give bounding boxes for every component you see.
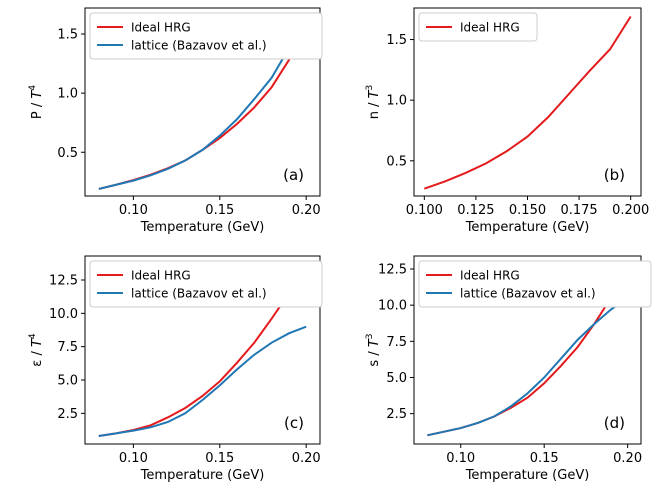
y-axis-label: n / T3 (365, 85, 382, 120)
x-tick-label: 0.10 (119, 203, 148, 218)
y-tick-label: 0.5 (57, 146, 78, 161)
x-axis-label: Temperature (GeV) (465, 220, 590, 235)
series-line-lattice (98, 19, 308, 190)
y-axis-label: P / T4 (28, 85, 45, 119)
x-axis-label: Temperature (GeV) (140, 468, 265, 483)
x-tick-label: 0.10 (119, 451, 148, 466)
legend-label: Ideal HRG (131, 21, 191, 35)
x-tick-label: 0.175 (560, 203, 597, 218)
plot-frame (84, 255, 321, 445)
x-tick-label: 0.20 (292, 451, 321, 466)
legend-label: lattice (Bazavov et al.) (131, 39, 267, 53)
legend-box (418, 260, 652, 308)
y-tick-label: 12.5 (378, 263, 407, 278)
legend-box (418, 12, 538, 42)
y-tick-label: 1.0 (57, 87, 78, 102)
legend-label: Ideal HRG (131, 269, 191, 283)
panel-label: (c) (284, 414, 304, 432)
panel-4: 0.10 0.15 0.20 2.5 5.0 7.5 10.0 12.5 Temperature… (365, 255, 652, 483)
x-tick-label: 0.100 (406, 203, 443, 218)
plot-frame (413, 255, 642, 445)
y-tick-label: 1.5 (386, 33, 407, 48)
y-tick-label: 7.5 (386, 335, 407, 350)
y-tick-label: 2.5 (57, 407, 78, 422)
panel-label: (b) (604, 166, 625, 184)
x-tick-label: 0.20 (613, 451, 642, 466)
x-tick-label: 0.15 (205, 451, 234, 466)
y-tick-label: 1.5 (57, 28, 78, 43)
series-line-lattice (427, 297, 629, 437)
y-tick-label: 2.5 (386, 407, 407, 422)
legend-label: lattice (Bazavov et al.) (460, 287, 596, 301)
panel-3: 0.10 0.15 0.20 2.5 5.0 7.5 10.0 12.5 Temperature… (28, 255, 323, 483)
panel-2: 0.100 0.125 0.150 0.175 0.200 0.5 1.0 1.5 Temper… (365, 7, 649, 235)
y-tick-label: 10.0 (378, 299, 407, 314)
y-tick-label: 5.0 (386, 371, 407, 386)
panel-label: (a) (283, 166, 304, 184)
y-tick-label: 5.0 (57, 374, 78, 389)
legend-label: Ideal HRG (460, 21, 520, 35)
x-axis-label: Temperature (GeV) (140, 220, 265, 235)
y-tick-label: 12.5 (49, 274, 78, 289)
panel-1: 0.10 0.15 0.20 0.5 1.0 1.5 Temperature (GeV) P … (28, 7, 323, 235)
x-tick-label: 0.15 (530, 451, 559, 466)
legend-label: lattice (Bazavov et al.) (131, 287, 267, 301)
x-tick-label: 0.150 (509, 203, 546, 218)
series-line-lattice (98, 325, 307, 437)
x-tick-label: 0.125 (457, 203, 494, 218)
legend-label: Ideal HRG (460, 269, 520, 283)
panel-label: (d) (604, 414, 625, 432)
y-axis-label: s / T3 (365, 333, 382, 366)
legend-box (89, 12, 323, 60)
x-tick-label: 0.15 (205, 203, 234, 218)
x-tick-label: 0.10 (446, 451, 475, 466)
x-tick-label: 0.20 (292, 203, 321, 218)
x-tick-label: 0.200 (612, 203, 649, 218)
y-tick-label: 1.0 (386, 94, 407, 109)
x-axis-label: Temperature (GeV) (465, 468, 590, 483)
plot-frame (84, 7, 321, 197)
series-line-ideal (423, 15, 632, 190)
y-tick-label: 10.0 (49, 307, 78, 322)
legend-box (89, 260, 323, 308)
y-tick-label: 7.5 (57, 340, 78, 355)
y-tick-label: 0.5 (386, 154, 407, 169)
y-axis-label: ε / T4 (28, 333, 45, 367)
